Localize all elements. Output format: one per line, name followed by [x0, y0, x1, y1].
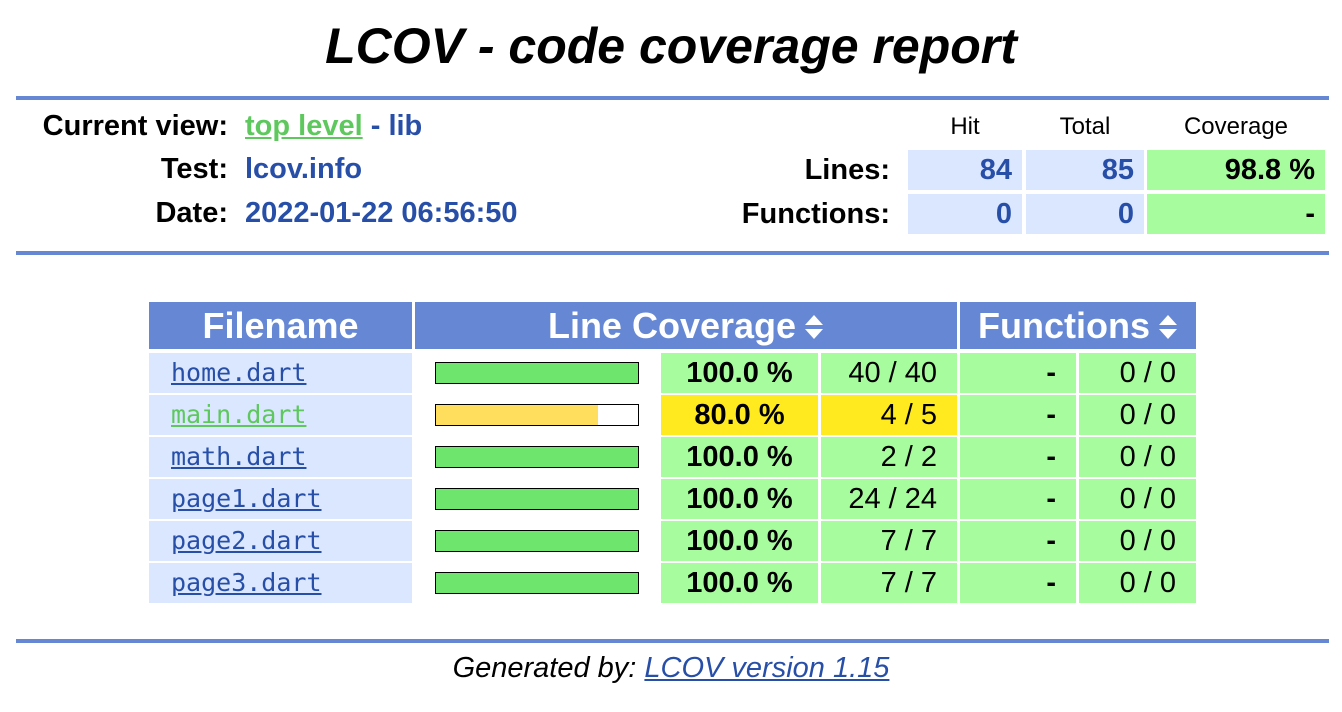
date-label: Date: [155, 197, 228, 229]
line-coverage-percent: 80.0 % [661, 395, 818, 435]
function-coverage-percent: - [960, 395, 1076, 435]
line-coverage-ratio: 7 / 7 [821, 563, 957, 603]
functions-coverage: - [1147, 194, 1325, 234]
line-coverage-ratio: 4 / 5 [821, 395, 957, 435]
table-row-filename: home.dart [149, 353, 412, 393]
function-coverage-ratio: 0 / 0 [1079, 437, 1196, 477]
file-link[interactable]: main.dart [171, 400, 307, 429]
test-label: Test: [160, 153, 228, 185]
col-line-coverage-label: Line Coverage [547, 305, 797, 346]
line-coverage-percent: 100.0 % [661, 437, 818, 477]
coverage-bar-fill [436, 405, 598, 425]
table-row-coverage-bar [415, 395, 658, 435]
function-coverage-ratio: 0 / 0 [1079, 353, 1196, 393]
lcov-version-link[interactable]: LCOV version 1.15 [644, 652, 890, 684]
table-row-filename: main.dart [149, 395, 412, 435]
file-link[interactable]: home.dart [171, 358, 307, 387]
table-row-filename: page1.dart [149, 479, 412, 519]
table-row-filename: math.dart [149, 437, 412, 477]
footer-prefix: Generated by: [452, 652, 645, 684]
top-divider [16, 96, 1329, 100]
coverage-bar-fill [436, 531, 638, 551]
header-divider [16, 251, 1329, 255]
function-coverage-ratio: 0 / 0 [1079, 521, 1196, 561]
summary-col-coverage: Coverage [1183, 113, 1289, 140]
current-view-directory: lib [388, 110, 423, 142]
coverage-bar [435, 488, 639, 510]
current-view-separator: - [362, 110, 389, 142]
function-coverage-percent: - [960, 437, 1076, 477]
current-view-value: top level - lib [245, 106, 422, 146]
table-row-coverage-bar [415, 563, 658, 603]
function-coverage-percent: - [960, 479, 1076, 519]
table-row-coverage-bar [415, 479, 658, 519]
coverage-bar-fill [436, 573, 638, 593]
line-coverage-percent: 100.0 % [661, 521, 818, 561]
lines-label: Lines: [804, 154, 890, 186]
function-coverage-percent: - [960, 563, 1076, 603]
current-view-label: Current view: [42, 110, 228, 142]
lines-coverage: 98.8 % [1147, 150, 1325, 190]
coverage-bar [435, 446, 639, 468]
functions-total: 0 [1026, 194, 1144, 234]
file-link[interactable]: page1.dart [171, 484, 322, 513]
function-coverage-ratio: 0 / 0 [1079, 563, 1196, 603]
coverage-bar [435, 572, 639, 594]
date-value: 2022-01-22 06:56:50 [245, 197, 518, 229]
coverage-bar-fill [436, 363, 638, 383]
line-coverage-ratio: 7 / 7 [821, 521, 957, 561]
top-level-link[interactable]: top level [245, 110, 363, 142]
line-coverage-ratio: 40 / 40 [821, 353, 957, 393]
page-title: LCOV - code coverage report [325, 18, 1017, 74]
coverage-bar-fill [436, 489, 638, 509]
line-coverage-percent: 100.0 % [661, 563, 818, 603]
col-functions-label: Functions [978, 305, 1150, 346]
file-link[interactable]: math.dart [171, 442, 307, 471]
line-coverage-ratio: 24 / 24 [821, 479, 957, 519]
sort-updown-icon[interactable] [804, 314, 824, 340]
table-row-filename: page2.dart [149, 521, 412, 561]
summary-col-hit: Hit [950, 113, 980, 140]
table-row-coverage-bar [415, 437, 658, 477]
function-coverage-percent: - [960, 521, 1076, 561]
footer-divider [16, 639, 1329, 643]
table-row-coverage-bar [415, 353, 658, 393]
line-coverage-ratio: 2 / 2 [821, 437, 957, 477]
col-functions-header[interactable]: Functions [960, 302, 1196, 349]
col-line-coverage-header[interactable]: Line Coverage [415, 302, 957, 349]
function-coverage-ratio: 0 / 0 [1079, 479, 1196, 519]
functions-hit: 0 [908, 194, 1022, 234]
file-link[interactable]: page2.dart [171, 526, 322, 555]
footer: Generated by: LCOV version 1.15 [0, 648, 1342, 688]
lines-total: 85 [1026, 150, 1144, 190]
function-coverage-percent: - [960, 353, 1076, 393]
functions-label: Functions: [741, 198, 890, 230]
col-filename: Filename [149, 302, 412, 349]
line-coverage-percent: 100.0 % [661, 353, 818, 393]
summary-col-total: Total [1059, 113, 1111, 140]
function-coverage-ratio: 0 / 0 [1079, 395, 1196, 435]
table-row-filename: page3.dart [149, 563, 412, 603]
coverage-bar [435, 404, 639, 426]
lines-hit: 84 [908, 150, 1022, 190]
coverage-bar-fill [436, 447, 638, 467]
test-value: lcov.info [245, 153, 363, 185]
file-link[interactable]: page3.dart [171, 568, 322, 597]
coverage-bar [435, 530, 639, 552]
sort-updown-icon[interactable] [1158, 314, 1178, 340]
line-coverage-percent: 100.0 % [661, 479, 818, 519]
table-row-coverage-bar [415, 521, 658, 561]
coverage-bar [435, 362, 639, 384]
